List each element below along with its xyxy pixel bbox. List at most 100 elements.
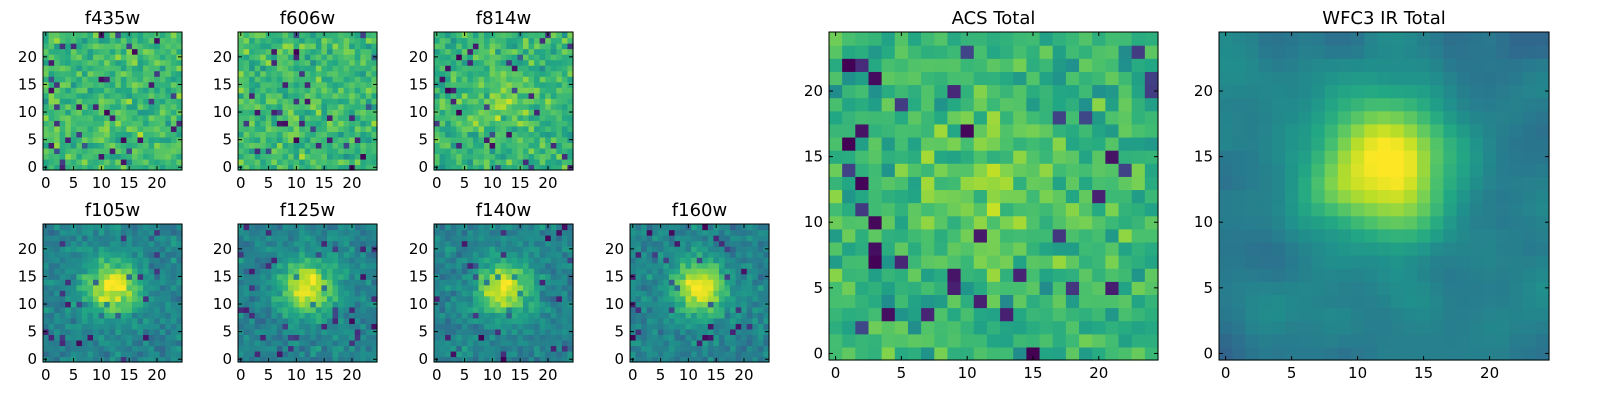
- heatmap-cell: [98, 268, 105, 275]
- heatmap-cell: [165, 246, 172, 253]
- heatmap-cell: [439, 147, 446, 155]
- heatmap-cell: [1105, 189, 1120, 204]
- heatmap-cell: [973, 268, 988, 282]
- heatmap-cell: [467, 295, 474, 302]
- heatmap-cell: [70, 345, 77, 352]
- heatmap-cell: [713, 246, 720, 253]
- heatmap-cell: [1092, 228, 1106, 243]
- heatmap-cell: [137, 273, 144, 280]
- heatmap-cell: [115, 54, 122, 61]
- heatmap-cell: [517, 246, 524, 253]
- heatmap-cell: [561, 334, 569, 341]
- heatmap-cell: [65, 158, 72, 166]
- heatmap-cell: [238, 229, 245, 236]
- heatmap-cell: [126, 109, 133, 116]
- heatmap-cell: [176, 279, 183, 286]
- heatmap-cell: [54, 59, 61, 66]
- heatmap-cell: [249, 284, 256, 291]
- heatmap-cell: [131, 290, 139, 297]
- heatmap-cell: [260, 295, 267, 302]
- heatmap-cell: [109, 273, 116, 280]
- heatmap-cell: [326, 279, 334, 286]
- heatmap-cell: [315, 268, 322, 275]
- heatmap-cell: [81, 262, 89, 269]
- heatmap-cell: [354, 334, 361, 341]
- heatmap-cell: [489, 59, 496, 66]
- heatmap-cell: [450, 70, 457, 77]
- heatmap-cell: [154, 48, 161, 55]
- heatmap-cell: [349, 109, 356, 116]
- heatmap-cell: [652, 235, 659, 242]
- heatmap-cell: [450, 257, 457, 264]
- heatmap-cell: [143, 306, 150, 313]
- heatmap-cell: [276, 240, 284, 247]
- heatmap-cell: [517, 48, 524, 55]
- heatmap-cell: [556, 306, 563, 313]
- heatmap-cell: [735, 273, 742, 280]
- heatmap-cell: [238, 350, 245, 358]
- heatmap-cell: [254, 131, 261, 138]
- heatmap-cell: [54, 131, 61, 138]
- heatmap-cell: [354, 251, 361, 258]
- heatmap-cell: [65, 125, 72, 132]
- heatmap-cell: [143, 323, 150, 330]
- heatmap-cell: [338, 125, 345, 132]
- heatmap-cell: [238, 268, 245, 275]
- heatmap-cell: [70, 109, 77, 116]
- heatmap-cell: [735, 246, 742, 253]
- heatmap-cell: [663, 251, 670, 258]
- y-tick-label: 0: [614, 350, 624, 368]
- heatmap-cell: [456, 229, 463, 236]
- heatmap-cell: [1105, 176, 1120, 191]
- heatmap-cell: [365, 147, 373, 155]
- heatmap-cell: [456, 48, 463, 55]
- heatmap-cell: [663, 301, 670, 308]
- heatmap-cell: [467, 290, 474, 297]
- heatmap-cell: [561, 251, 569, 258]
- heatmap-cell: [70, 339, 77, 347]
- heatmap-cell: [299, 158, 306, 166]
- heatmap-cell: [730, 350, 737, 358]
- heatmap-cell: [43, 257, 50, 264]
- heatmap-cell: [724, 301, 731, 308]
- heatmap-cell: [276, 65, 284, 72]
- heatmap-cell: [104, 306, 111, 313]
- heatmap-cell: [154, 70, 161, 77]
- heatmap-cell: [439, 301, 446, 308]
- heatmap-cell: [260, 323, 267, 330]
- heatmap-cell: [630, 306, 637, 313]
- heatmap-cell: [81, 301, 89, 308]
- heatmap-cell: [321, 70, 328, 77]
- heatmap-cell: [265, 76, 272, 83]
- heatmap-cell: [484, 98, 491, 105]
- heatmap-cell: [1026, 333, 1041, 348]
- heatmap-cell: [87, 37, 94, 44]
- heatmap-cell: [109, 339, 116, 347]
- heatmap-cell: [696, 235, 703, 242]
- heatmap-cell: [131, 345, 139, 352]
- heatmap-cell: [315, 59, 322, 66]
- heatmap-cell: [724, 251, 731, 258]
- heatmap-cell: [293, 323, 300, 330]
- heatmap-cell: [276, 81, 284, 88]
- heatmap-cell: [973, 241, 988, 256]
- heatmap-cell: [243, 37, 250, 44]
- heatmap-cell: [868, 189, 883, 204]
- heatmap-cell: [550, 345, 557, 352]
- heatmap-cell: [65, 251, 72, 258]
- heatmap-cell: [131, 350, 139, 358]
- heatmap-cell: [696, 268, 703, 275]
- heatmap-cell: [349, 317, 356, 324]
- heatmap-cell: [467, 43, 474, 50]
- heatmap-cell: [310, 229, 317, 236]
- heatmap-cell: [691, 350, 698, 358]
- heatmap-cell: [260, 98, 267, 105]
- heatmap-cell: [1026, 228, 1041, 243]
- heatmap-cell: [500, 125, 507, 132]
- heatmap-cell: [484, 229, 491, 236]
- heatmap-cell: [343, 48, 350, 55]
- heatmap-cell: [545, 235, 552, 242]
- heatmap-cell: [282, 317, 289, 324]
- heatmap-cell: [154, 350, 161, 358]
- heatmap-cell: [343, 76, 350, 83]
